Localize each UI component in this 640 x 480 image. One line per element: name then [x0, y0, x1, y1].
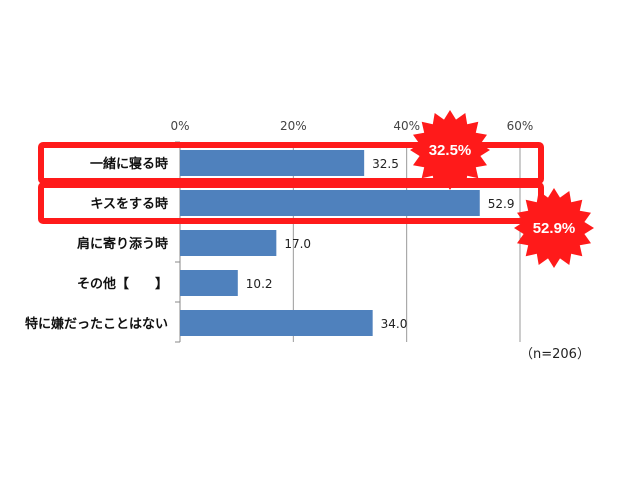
data-label: 10.2: [246, 277, 273, 291]
category-label: キスをする時: [90, 196, 168, 212]
sample-size-note: （n=206）: [520, 347, 590, 362]
callout-label: 52.9%: [533, 220, 576, 237]
x-tick-label: 40%: [393, 119, 420, 133]
bar: [180, 310, 373, 336]
callout-burst: [410, 110, 490, 190]
category-label: 一緒に寝る時: [90, 156, 168, 172]
data-label: 34.0: [381, 317, 408, 331]
highlight-frame: [38, 142, 544, 184]
category-label: 肩に寄り添う時: [77, 236, 168, 252]
x-tick-label: 20%: [280, 119, 307, 133]
category-label: その他【 】: [77, 276, 168, 292]
bar: [180, 150, 365, 176]
bar: [180, 270, 238, 296]
bar: [180, 190, 480, 216]
data-label: 32.5: [372, 157, 399, 171]
category-label: 特に嫌だったことはない: [25, 316, 168, 332]
data-label: 52.9: [488, 197, 515, 211]
x-tick-label: 0%: [170, 119, 189, 133]
data-label: 17.0: [284, 237, 311, 251]
x-tick-label: 60%: [507, 119, 534, 133]
callout-label: 32.5%: [429, 142, 472, 159]
callout-burst: [514, 188, 594, 268]
bar: [180, 230, 277, 256]
